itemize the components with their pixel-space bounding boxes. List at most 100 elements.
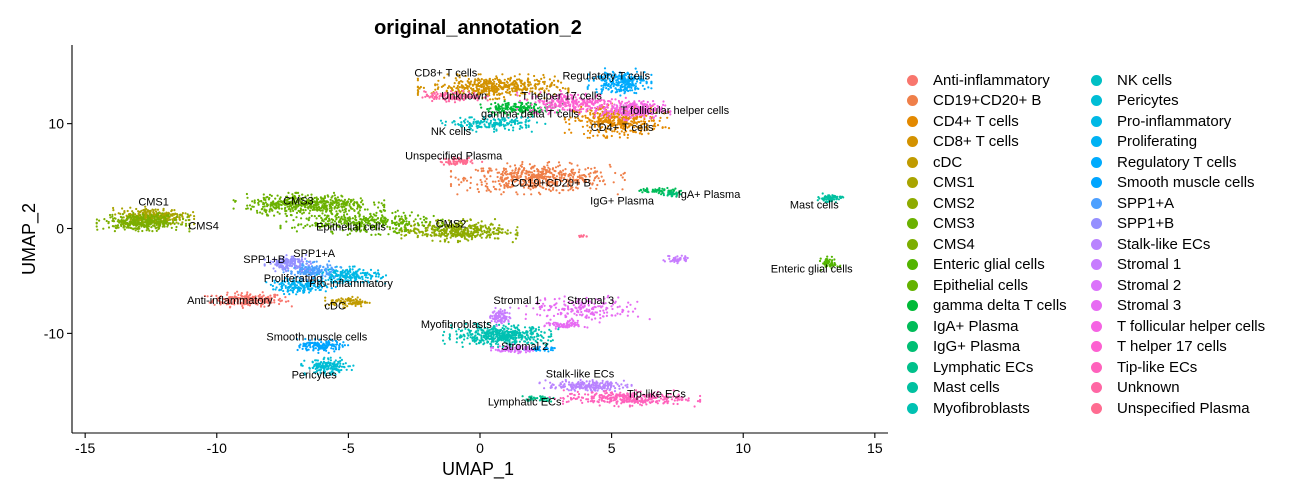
data-point (178, 216, 181, 219)
data-point (483, 174, 486, 177)
data-point (458, 74, 461, 77)
data-point (534, 92, 537, 95)
data-point (655, 111, 658, 114)
data-point (344, 298, 347, 301)
data-point (226, 297, 229, 300)
data-point (585, 180, 588, 183)
data-point (482, 167, 485, 170)
data-point (391, 211, 394, 215)
data-point (543, 89, 546, 92)
data-point (558, 176, 561, 179)
data-point (487, 332, 490, 335)
data-point (475, 89, 478, 92)
data-point (520, 84, 523, 87)
data-point (342, 306, 345, 309)
data-point (257, 198, 260, 201)
data-point (260, 303, 263, 306)
data-point (506, 229, 509, 232)
data-point (344, 303, 347, 306)
data-point (520, 171, 523, 174)
data-point (529, 83, 532, 86)
data-point (156, 208, 160, 211)
data-point (463, 338, 466, 341)
data-point (304, 224, 307, 228)
data-point (496, 340, 499, 343)
data-point (453, 82, 456, 85)
data-point (581, 115, 584, 118)
data-point (108, 213, 112, 217)
data-point (509, 335, 513, 338)
data-point (362, 215, 365, 218)
data-point (468, 116, 471, 119)
data-point (604, 113, 607, 116)
data-point (351, 302, 354, 305)
data-point (435, 219, 438, 222)
data-point (501, 92, 504, 95)
data-point (465, 179, 469, 182)
data-point (496, 97, 499, 101)
data-point (291, 193, 294, 196)
data-point (309, 209, 312, 212)
data-point (579, 177, 582, 180)
data-point (287, 203, 290, 206)
data-point (517, 177, 520, 180)
data-point (546, 164, 549, 167)
data-point (648, 120, 651, 123)
data-point (551, 173, 554, 176)
data-point (335, 210, 338, 213)
chart-title: original_annotation_2 (374, 17, 582, 39)
data-point (547, 335, 550, 338)
data-point (484, 226, 487, 229)
data-point (291, 226, 294, 229)
data-point (443, 342, 446, 345)
data-point (623, 171, 626, 174)
data-point (480, 336, 483, 339)
data-point (278, 302, 281, 306)
data-point (126, 209, 129, 213)
data-point (416, 77, 419, 80)
data-point (354, 218, 357, 221)
data-point (179, 213, 182, 217)
data-point (507, 77, 510, 80)
data-point (530, 130, 533, 133)
data-point (653, 127, 656, 130)
data-point (316, 363, 320, 366)
data-point (570, 162, 573, 165)
data-point (554, 177, 557, 180)
data-point (507, 327, 510, 330)
data-point (593, 125, 597, 128)
data-point (307, 207, 310, 210)
data-point (284, 212, 287, 215)
data-point (480, 183, 483, 186)
data-point (175, 225, 178, 229)
data-point (519, 124, 522, 128)
data-point (638, 132, 642, 135)
data-point (473, 234, 476, 238)
data-point (483, 123, 486, 126)
data-point (548, 169, 551, 172)
data-point (348, 202, 351, 206)
data-point (466, 80, 469, 83)
data-point (632, 117, 635, 120)
data-point (324, 304, 327, 307)
data-point (356, 202, 359, 205)
data-point (498, 224, 501, 227)
data-point (472, 120, 475, 124)
data-point (139, 216, 142, 219)
data-point (492, 227, 495, 230)
data-point (470, 232, 473, 235)
data-point (537, 326, 541, 329)
data-point (446, 73, 449, 76)
data-point (386, 220, 389, 223)
data-point (356, 207, 359, 210)
data-point (264, 198, 267, 202)
data-point (321, 209, 324, 212)
data-point (216, 297, 219, 300)
data-point (344, 216, 347, 219)
data-point (487, 80, 490, 83)
data-point (546, 85, 549, 88)
data-point (826, 255, 829, 258)
data-point (469, 336, 472, 339)
data-point (158, 221, 161, 224)
data-point (602, 134, 605, 137)
